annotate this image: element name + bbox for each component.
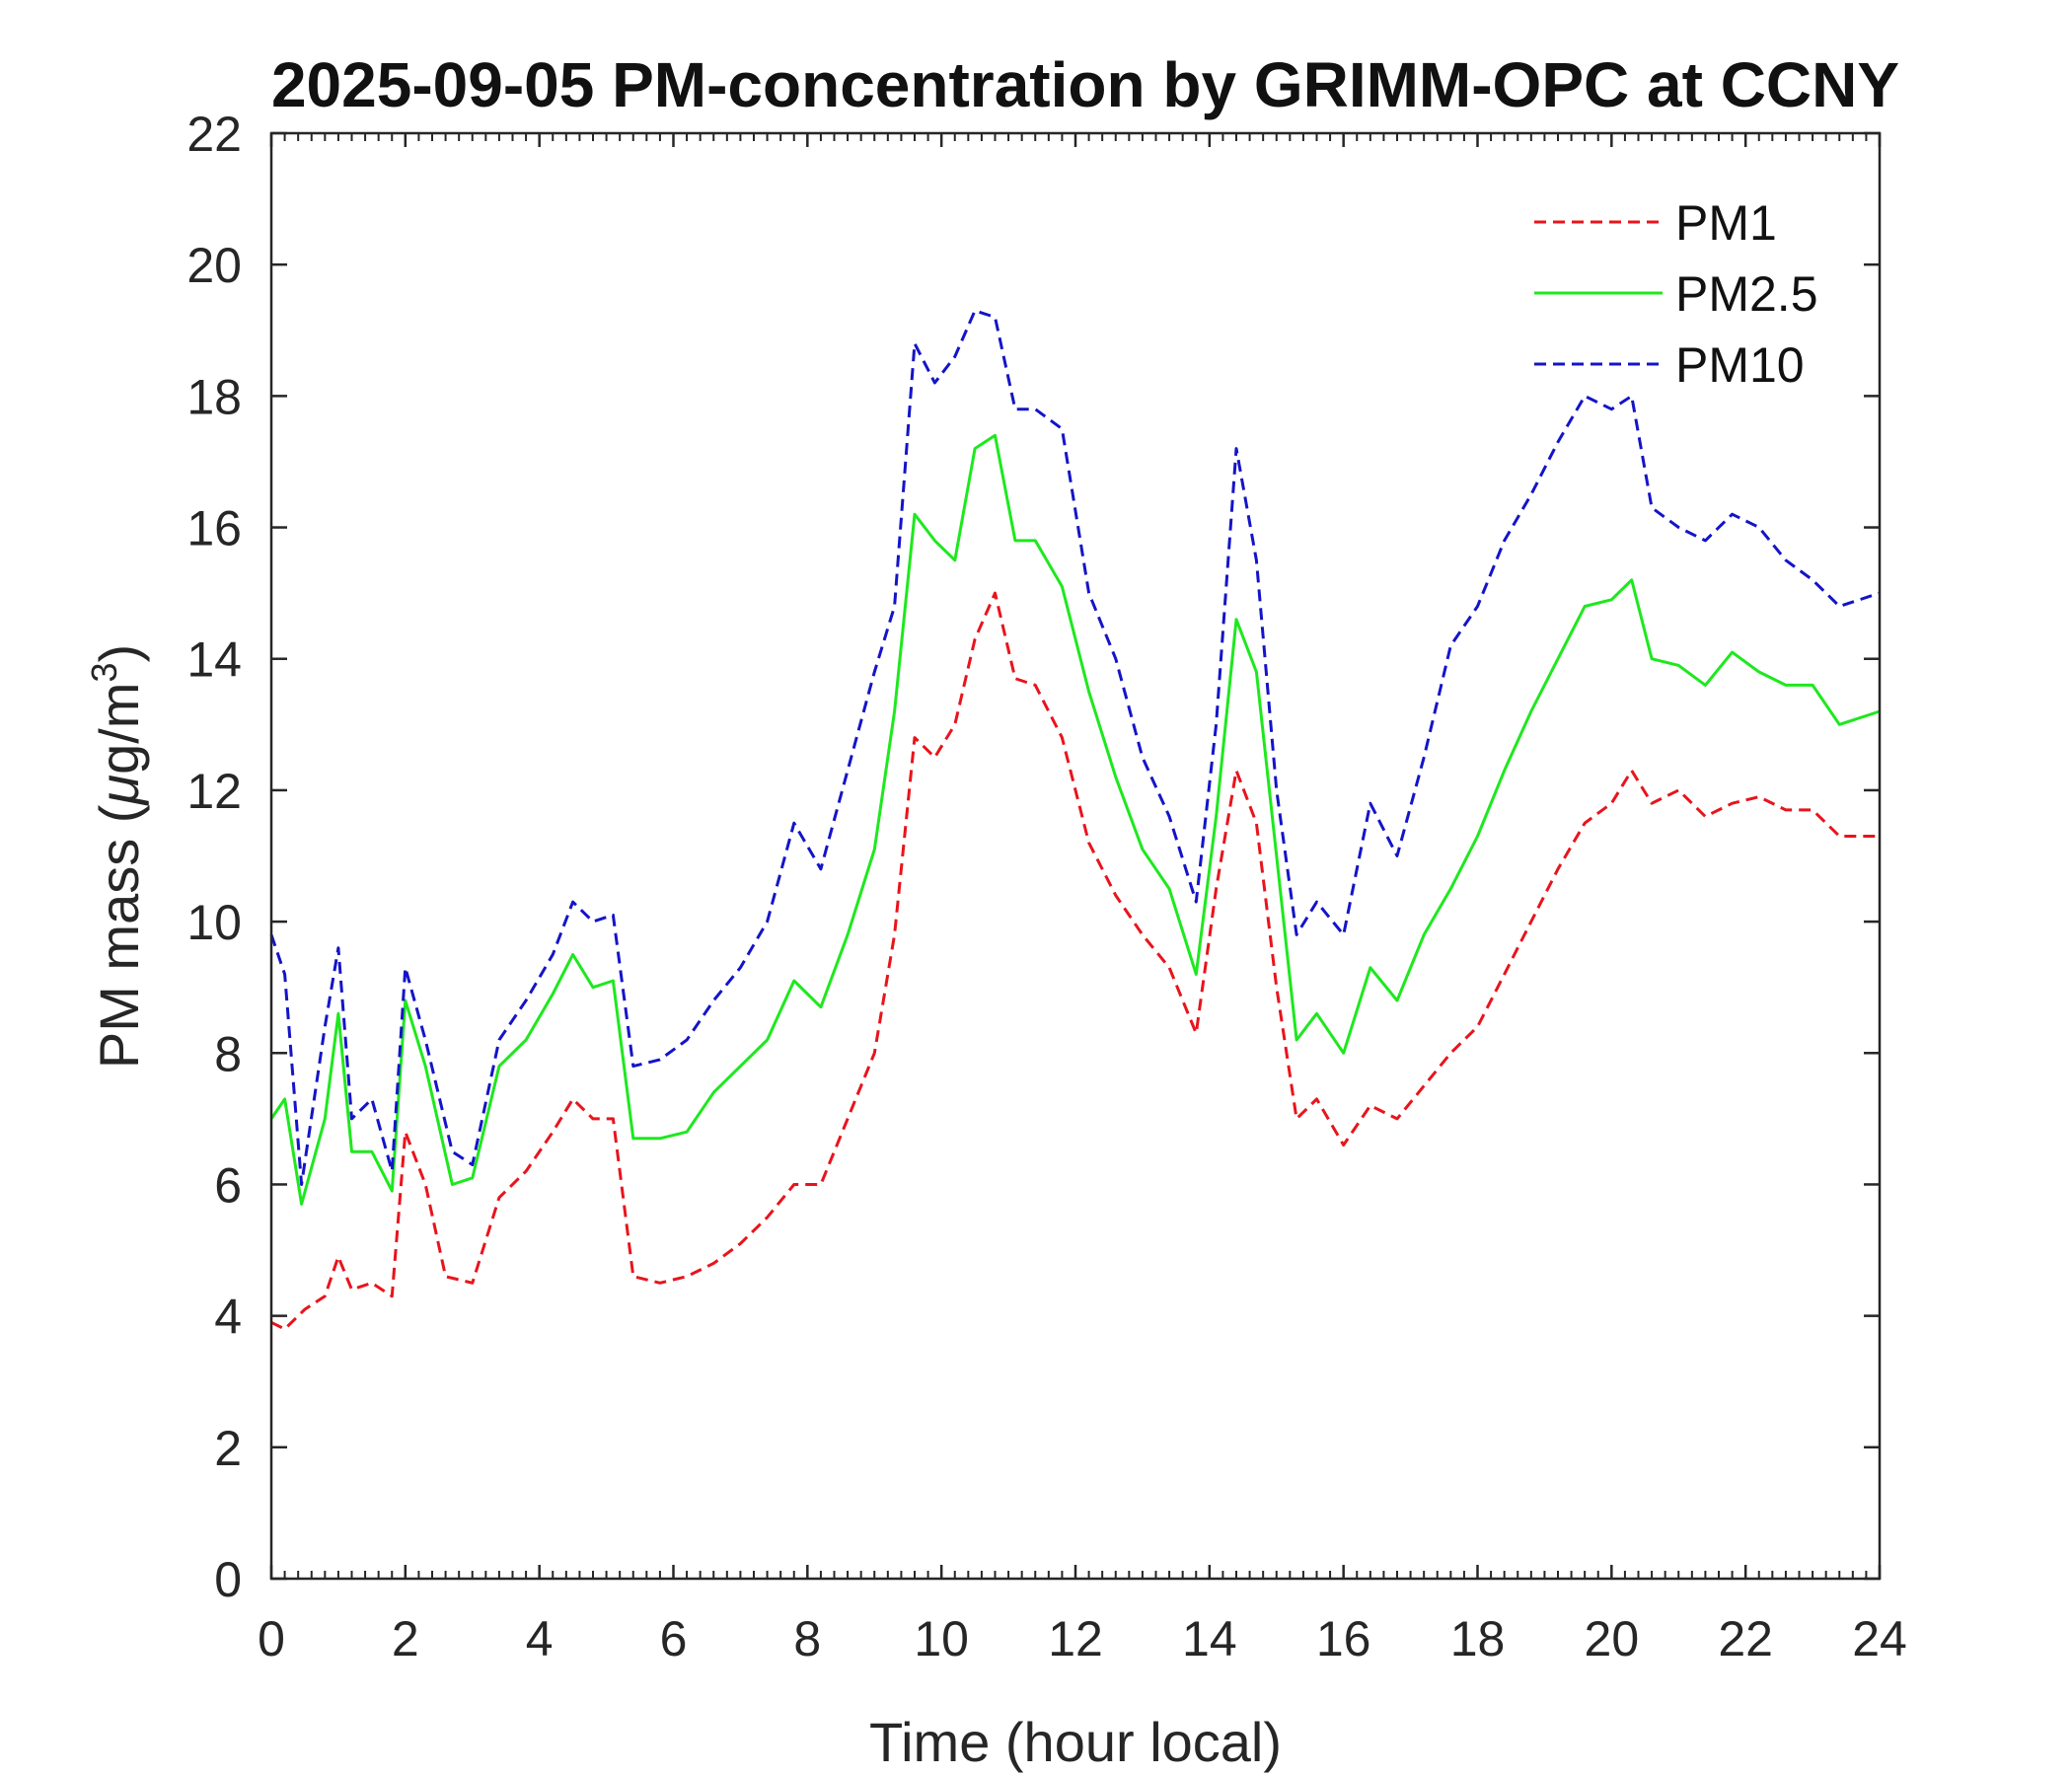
y-axis-label-close: ) — [88, 644, 150, 663]
y-axis-label-unit: g/m — [88, 683, 150, 775]
y-tick-label: 2 — [214, 1421, 242, 1476]
y-tick-label: 8 — [214, 1026, 242, 1081]
series-line-pm25 — [269, 433, 1881, 1206]
x-tick-label: 4 — [526, 1611, 554, 1666]
y-tick-label: 10 — [186, 895, 242, 950]
y-tick-label: 12 — [186, 764, 242, 819]
x-tick-label: 10 — [914, 1611, 969, 1666]
y-axis-label-main: PM mass ( — [88, 804, 150, 1069]
y-tick-label: 18 — [186, 369, 242, 424]
series-line-pm10 — [269, 309, 1881, 1186]
legend-label: PM1 — [1675, 195, 1777, 251]
x-tick-label: 16 — [1316, 1611, 1371, 1666]
legend-label: PM10 — [1675, 337, 1805, 393]
y-axis-label-sup: 3 — [84, 663, 124, 683]
x-tick-label: 20 — [1585, 1611, 1640, 1666]
x-tick-label: 22 — [1718, 1611, 1773, 1666]
x-tick-label: 14 — [1182, 1611, 1237, 1666]
x-tick-label: 12 — [1048, 1611, 1103, 1666]
series-lines — [269, 309, 1881, 1331]
axis-ticks — [269, 131, 1882, 1581]
y-tick-label: 14 — [186, 632, 242, 688]
x-tick-label: 0 — [258, 1611, 285, 1666]
series-line-pm1 — [270, 591, 1880, 1331]
x-tick-label: 2 — [392, 1611, 419, 1666]
chart-title: 2025-09-05 PM-concentration by GRIMM-OPC… — [271, 49, 1899, 120]
y-tick-label: 20 — [186, 238, 242, 293]
x-tick-label: 8 — [793, 1611, 821, 1666]
legend-label: PM2.5 — [1675, 266, 1818, 322]
y-tick-label: 0 — [214, 1552, 242, 1607]
y-tick-label: 6 — [214, 1157, 242, 1213]
y-tick-label: 16 — [186, 501, 242, 556]
y-axis-label-mu: μ — [88, 775, 150, 807]
y-axis-label: PM mass (μg/m3) — [84, 644, 150, 1069]
x-tick-label: 6 — [660, 1611, 688, 1666]
y-tick-label: 22 — [186, 107, 242, 162]
x-tick-label: 24 — [1852, 1611, 1907, 1666]
x-tick-label: 18 — [1450, 1611, 1506, 1666]
y-tick-label: 4 — [214, 1290, 242, 1345]
legend: PM1 PM2.5 PM10 — [1534, 195, 1818, 393]
plot-area-frame — [269, 131, 1882, 1581]
x-axis-label: Time (hour local) — [869, 1711, 1282, 1773]
